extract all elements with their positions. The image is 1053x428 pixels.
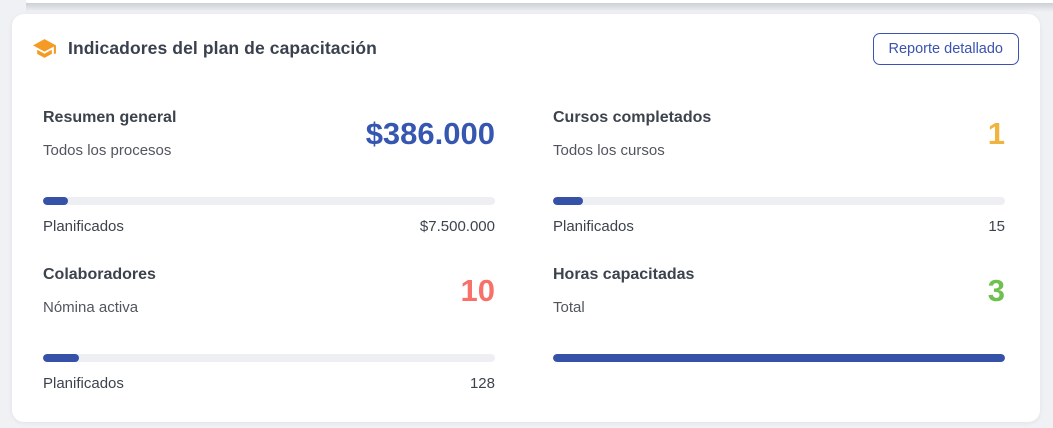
- metric-subtitle: Total: [553, 299, 585, 316]
- metric-block: Cursos completados Todos los cursos 1 Pl…: [553, 107, 1005, 237]
- metric-foot: Planificados $7.500.000: [43, 216, 495, 237]
- graduation-cap-icon: [33, 39, 56, 58]
- card-header: Indicadores del plan de capacitación Rep…: [12, 14, 1040, 65]
- progress-bar: [43, 354, 495, 362]
- metric-block: Colaboradores Nómina activa 10 Planifica…: [43, 264, 495, 394]
- previous-card-bottom-edge: [26, 0, 1053, 3]
- card-title: Indicadores del plan de capacitación: [68, 38, 377, 58]
- metric-value: 3: [987, 273, 1005, 308]
- progress-fill: [553, 354, 1005, 362]
- metric-block: Horas capacitadas Total 3: [553, 264, 1005, 394]
- metric-value: 10: [460, 273, 495, 308]
- planned-label: Planificados: [43, 375, 124, 392]
- metric-block: Resumen general Todos los procesos $386.…: [43, 107, 495, 237]
- metric-titles: Horas capacitadas Total: [553, 264, 694, 318]
- progress-fill: [43, 354, 80, 362]
- planned-label: Planificados: [43, 218, 124, 235]
- metrics-grid: Resumen general Todos los procesos $386.…: [12, 64, 1040, 394]
- metric-subtitle: Todos los cursos: [553, 142, 665, 159]
- progress-bar: [553, 354, 1005, 362]
- planned-label: Planificados: [553, 218, 634, 235]
- planned-value: 15: [988, 218, 1005, 235]
- metric-head: Horas capacitadas Total 3: [553, 264, 1005, 318]
- metric-value: 1: [987, 116, 1005, 151]
- metric-title: Colaboradores: [43, 266, 156, 283]
- metric-titles: Colaboradores Nómina activa: [43, 264, 156, 318]
- training-indicators-card: Indicadores del plan de capacitación Rep…: [12, 14, 1040, 422]
- metric-subtitle: Nómina activa: [43, 299, 139, 316]
- metric-head: Resumen general Todos los procesos $386.…: [43, 107, 495, 161]
- planned-value: $7.500.000: [419, 218, 495, 235]
- metric-titles: Cursos completados Todos los cursos: [553, 107, 711, 161]
- metric-head: Colaboradores Nómina activa 10: [43, 264, 495, 318]
- progress-bar: [553, 197, 1005, 205]
- metric-head: Cursos completados Todos los cursos 1: [553, 107, 1005, 161]
- progress-fill: [553, 197, 584, 205]
- metric-title: Cursos completados: [553, 109, 712, 126]
- metric-subtitle: Todos los procesos: [43, 142, 172, 159]
- detailed-report-button[interactable]: Reporte detallado: [872, 32, 1019, 65]
- metric-titles: Resumen general Todos los procesos: [43, 107, 176, 161]
- progress-bar: [43, 197, 495, 205]
- metric-title: Horas capacitadas: [553, 266, 695, 283]
- progress-fill: [43, 197, 68, 205]
- planned-value: 128: [469, 375, 495, 392]
- metric-foot: Planificados 128: [43, 373, 495, 394]
- top-scroll-shadow: [26, 3, 1053, 12]
- metric-foot: Planificados 15: [553, 216, 1005, 237]
- metric-value: $386.000: [365, 116, 495, 151]
- metric-title: Resumen general: [43, 109, 177, 126]
